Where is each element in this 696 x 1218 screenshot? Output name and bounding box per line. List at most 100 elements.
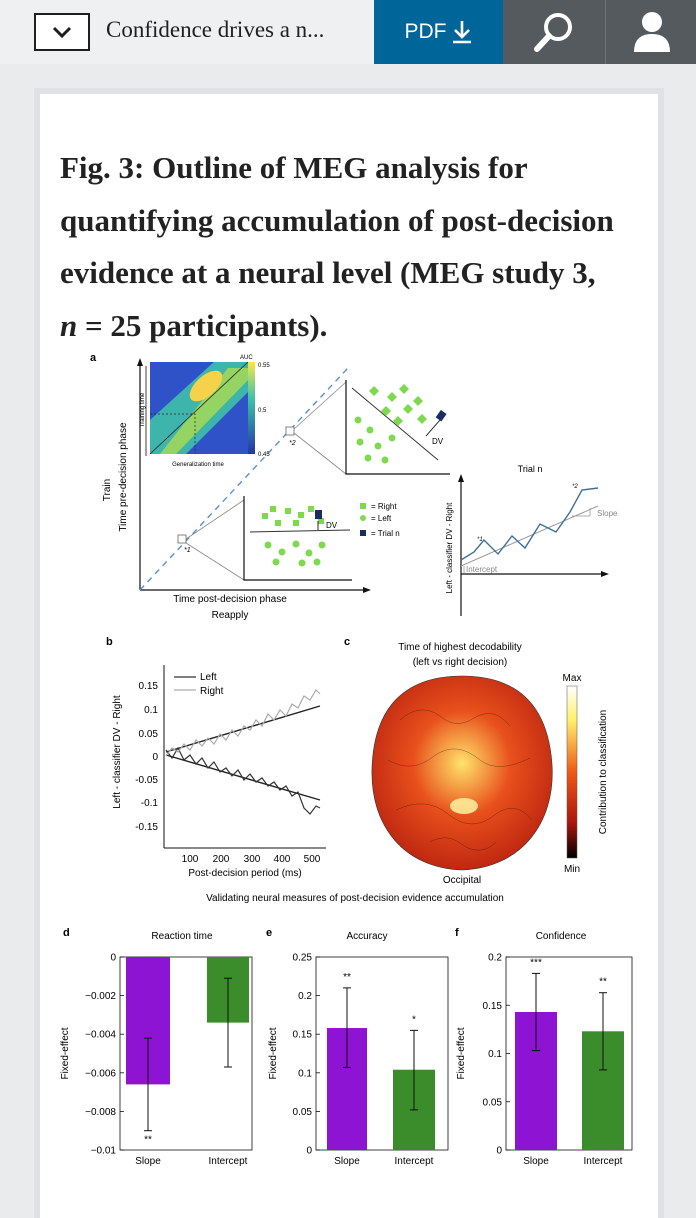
panel-d-ylabel: Fixed-effect — [60, 1027, 71, 1079]
marker-2-label: *2 — [289, 440, 296, 447]
heat-colorbar — [566, 685, 578, 859]
panel-e-significance-slope: ** — [343, 972, 351, 983]
panel-e-title: Accuracy — [346, 931, 387, 942]
trial-marker-1: *1 — [477, 537, 483, 543]
panel-d-xlabel-intercept: Intercept — [209, 1156, 248, 1167]
panel-d-letter: d — [63, 927, 70, 939]
article-title-link[interactable]: Confidence drives a n... — [106, 17, 325, 42]
pdf-label: PDF — [404, 20, 447, 43]
panel-f-ytick-label: 0.05 — [483, 1097, 503, 1108]
panel-b-letter: b — [106, 636, 113, 648]
panel-f-title: Confidence — [536, 931, 587, 942]
b-xtick-2: 200 — [213, 854, 230, 865]
b-ytick-3: 0.05 — [139, 729, 159, 740]
panel-d-ytick-label: −0.006 — [85, 1068, 116, 1079]
download-icon — [452, 21, 471, 44]
panel-e-significance-intercept: * — [412, 1014, 416, 1025]
panel-c-title-1: Time of highest decodability — [398, 642, 522, 653]
search-icon — [534, 13, 572, 52]
panel-d-chart: d Reaction time 0 −0.002 −0.004 −0.006 −0.008 −… — [60, 927, 253, 1167]
panel-f-letter: f — [455, 927, 459, 939]
panel-f-significance-intercept: ** — [599, 977, 607, 988]
b-xtick-1: 100 — [182, 854, 199, 865]
auc-tick-max: 0.55 — [258, 363, 270, 369]
inset-1-axes — [243, 496, 352, 581]
panel-a-x-label: Time post-decision phase — [173, 594, 287, 605]
panel-d-frame — [119, 956, 253, 1151]
left-trace — [165, 746, 321, 815]
b-ytick-2: 0.1 — [144, 705, 158, 716]
panel-a: a Training time Generalization time AUC … — [90, 352, 618, 621]
panel-f-xlabel-slope: Slope — [523, 1156, 549, 1167]
inset-1-points — [262, 506, 326, 567]
article-nav-dropdown-button[interactable] — [34, 13, 90, 51]
trial-marker-2: *2 — [572, 484, 578, 490]
panel-c: c Time of highest decodability (left vs … — [344, 636, 609, 886]
trial-trace — [460, 487, 599, 561]
figure-title: Fig. 3: Outline of MEG analysis for quan… — [60, 150, 614, 343]
slope-label: Slope — [597, 509, 618, 518]
panel-e-frame — [315, 956, 449, 1151]
marker-1-box — [177, 534, 187, 544]
train-label: Train — [102, 479, 113, 501]
inset-2-points — [354, 384, 427, 464]
panel-e-ytick-label: 0.15 — [293, 1030, 313, 1041]
panel-b: b Left - classifier DV - Right 0.15 0.1 … — [106, 636, 326, 879]
panel-a-diagonal — [139, 367, 349, 591]
auc-colorbar — [248, 362, 255, 454]
trial-n-label: Trial n — [518, 464, 543, 474]
panel-f-ytick-label: 0.15 — [483, 1001, 503, 1012]
inset-1-dv-label: DV — [326, 521, 338, 530]
legend-trial: = Trial n — [371, 529, 400, 538]
b-xtick-4: 400 — [274, 854, 291, 865]
panel-f-ylabel: Fixed-effect — [456, 1027, 467, 1079]
panel-e-letter: e — [266, 927, 272, 939]
panel-f-chart: f Confidence 0 0.05 0.1 0.15 0.2 Fixed-effect Sl… — [455, 927, 633, 1167]
panel-a-y-label: Time pre-decision phase — [118, 422, 129, 532]
marker-1-label: *1 — [184, 547, 191, 554]
auc-tick-mid: 0.5 — [258, 408, 267, 414]
b-ytick-7: -0.15 — [135, 822, 158, 833]
generalization-time-label: Generalization time — [172, 462, 224, 468]
auc-tick-min: 0.45 — [258, 452, 270, 458]
occipital-label: Occipital — [443, 875, 481, 886]
panel-e-ylabel: Fixed-effect — [268, 1027, 279, 1079]
panel-b-y-label: Left - classifier DV - Right — [112, 695, 123, 809]
panel-d-significance-slope: ** — [144, 1135, 152, 1146]
panel-c-title-2: (left vs right decision) — [413, 657, 507, 668]
sensor-topomap — [371, 675, 553, 871]
b-ytick-1: 0.15 — [139, 681, 159, 692]
panel-e-xlabel-intercept: Intercept — [395, 1156, 434, 1167]
top-bar: Confidence drives a n... PDF — [0, 0, 696, 64]
bar-charts: d Reaction time 0 −0.002 −0.004 −0.006 −0.008 −… — [60, 927, 633, 1167]
panel-d-xlabel-slope: Slope — [135, 1156, 161, 1167]
account-button[interactable] — [605, 0, 696, 64]
panel-a-letter: a — [90, 352, 97, 364]
b-xtick-3: 300 — [244, 854, 261, 865]
b-ytick-5: -0.05 — [135, 775, 158, 786]
panel-e-xlabel-slope: Slope — [334, 1156, 360, 1167]
b-xtick-5: 500 — [304, 854, 321, 865]
panel-d-ytick-label: 0 — [110, 953, 116, 964]
panel-d-title: Reaction time — [151, 931, 213, 942]
chevron-down-icon — [52, 26, 72, 39]
panel-e-ytick-label: 0.25 — [293, 953, 313, 964]
panel-e-ytick-label: 0.05 — [293, 1107, 313, 1118]
auc-label: AUC — [240, 355, 253, 361]
legend-left: = Left — [371, 514, 392, 523]
panel-b-x-label: Post-decision period (ms) — [188, 868, 301, 879]
training-time-label: Training time — [140, 392, 146, 427]
panel-f-ytick-label: 0.1 — [488, 1049, 502, 1060]
panel-d-ytick-label: −0.008 — [85, 1107, 116, 1118]
search-button[interactable] — [503, 0, 605, 64]
panel-e-ytick-label: 0.1 — [298, 1068, 312, 1079]
panel-d-ytick-label: −0.004 — [85, 1030, 116, 1041]
b-ytick-4: 0 — [152, 752, 158, 763]
download-pdf-button[interactable]: PDF — [374, 0, 503, 64]
colorbar-min: Min — [564, 864, 580, 875]
panel-e-ytick-label: 0 — [306, 1146, 312, 1157]
slope-line — [460, 505, 599, 567]
right-fit-line — [165, 705, 321, 753]
panel-c-letter: c — [344, 636, 350, 648]
